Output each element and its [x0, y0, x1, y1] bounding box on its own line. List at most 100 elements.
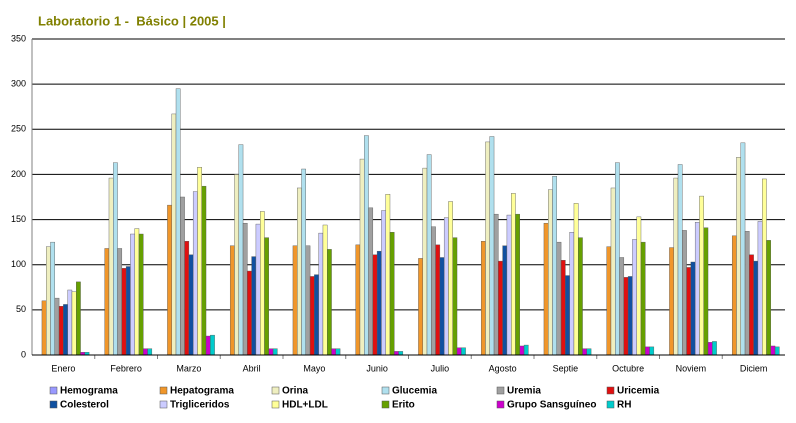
bar [762, 178, 767, 356]
legend-label: Glucemia [392, 386, 437, 397]
bar [175, 88, 181, 356]
legend-swatch [271, 400, 280, 409]
bar [130, 233, 135, 356]
bar [586, 348, 592, 356]
legend-label: Colesterol [60, 400, 109, 411]
bar [548, 189, 553, 356]
x-tick-label: Septie [553, 363, 579, 373]
x-tick-label: Febrero [110, 363, 142, 373]
bar [749, 254, 754, 356]
bar [234, 174, 239, 356]
bar [242, 222, 248, 356]
legend-swatch [606, 386, 615, 395]
bar [260, 211, 265, 356]
bar [740, 142, 746, 356]
x-tick-label: Abril [243, 363, 261, 373]
bar [753, 260, 759, 356]
bar [210, 334, 215, 356]
bar [385, 194, 391, 356]
y-tick-label: 150 [11, 214, 26, 224]
bar [712, 341, 717, 356]
bar [108, 177, 114, 356]
bar [636, 216, 642, 356]
bar [188, 254, 194, 356]
bar [707, 342, 713, 356]
bar [418, 258, 423, 356]
bar [699, 195, 704, 356]
legend-label: Hemograma [60, 386, 118, 397]
bar [431, 226, 436, 356]
bar [318, 232, 324, 356]
x-tick-label: Marzo [176, 363, 201, 373]
y-tick-label: 200 [11, 169, 26, 179]
bar [41, 300, 47, 356]
bar [766, 240, 771, 356]
bar [335, 348, 341, 356]
bar [627, 276, 633, 356]
legend-swatch [381, 400, 390, 409]
bar [456, 347, 462, 356]
bar [757, 221, 763, 356]
bar [485, 141, 490, 356]
bar [677, 164, 683, 356]
bar [117, 248, 123, 356]
bar [690, 261, 696, 356]
bar [104, 248, 110, 356]
bar [422, 167, 428, 356]
x-tick-label: Junio [366, 363, 388, 373]
x-tick-label: Octubre [612, 363, 644, 373]
bar [76, 281, 81, 356]
bar [731, 235, 737, 356]
bar [443, 217, 449, 356]
bar [439, 257, 445, 356]
bar [774, 346, 780, 356]
bar [582, 348, 588, 356]
bar [372, 254, 378, 356]
bar [381, 210, 386, 356]
bar [523, 344, 529, 356]
x-tick-label: Diciem [740, 363, 768, 373]
bar [461, 347, 466, 356]
y-tick-label: 300 [11, 79, 26, 89]
legend-label: Hepatograma [170, 386, 234, 397]
bar [138, 233, 144, 356]
bar [515, 213, 520, 356]
bar [322, 224, 328, 356]
x-tick-label: Agosto [489, 363, 517, 373]
bar [301, 168, 306, 356]
bar [493, 213, 499, 356]
bar [673, 177, 679, 356]
bar [669, 247, 674, 356]
bar [606, 246, 612, 356]
bar [649, 346, 655, 356]
legend-swatch [159, 386, 168, 395]
bar [54, 297, 60, 356]
bar [480, 241, 486, 356]
bar [113, 162, 118, 356]
bar [46, 246, 51, 356]
bar [238, 144, 244, 356]
bar [543, 222, 549, 356]
legend-label: Orina [282, 386, 309, 397]
bar [309, 276, 315, 356]
bar [623, 277, 629, 356]
bar [327, 249, 332, 356]
bar [50, 241, 55, 356]
y-tick-label: 250 [11, 124, 26, 134]
legend-swatch [271, 386, 280, 395]
bar [394, 351, 399, 356]
x-tick-label: Enero [51, 363, 75, 373]
bar [389, 232, 395, 356]
bar [305, 245, 311, 356]
bar [502, 245, 508, 356]
legend-label: Erito [392, 400, 415, 411]
bar [569, 232, 575, 356]
bar [736, 157, 741, 356]
bar [147, 348, 153, 356]
bar [615, 162, 620, 356]
bar [632, 239, 637, 356]
bar [686, 267, 692, 356]
bar [134, 228, 140, 356]
bar [180, 196, 185, 356]
legend-swatch [159, 400, 168, 409]
